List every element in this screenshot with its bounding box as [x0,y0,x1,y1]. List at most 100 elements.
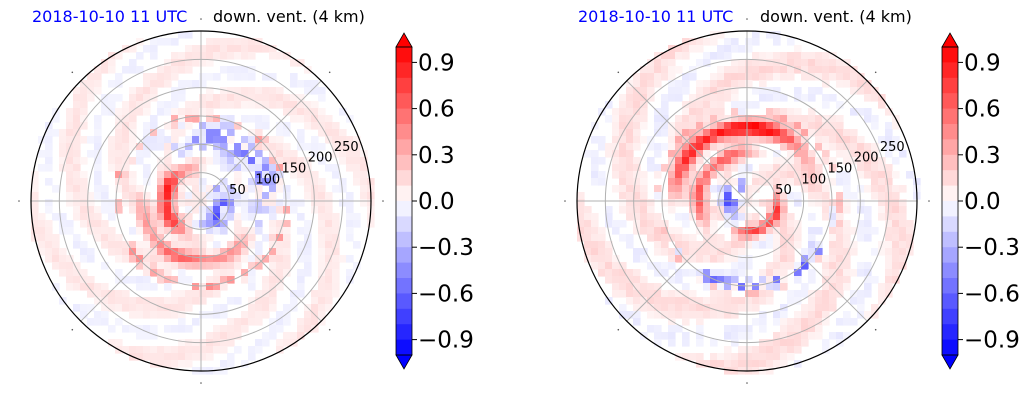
heatmap-cell [801,185,809,193]
heatmap-cell [318,87,326,95]
heatmap-cell [52,129,60,137]
heatmap-cell [773,122,781,130]
heatmap-cell [178,31,186,39]
colorbar-segment [942,216,958,233]
heatmap-cell [682,129,690,137]
heatmap-cell [227,325,235,333]
heatmap-cell [689,45,697,53]
heatmap-cell [157,248,165,256]
heatmap-cell [640,178,648,186]
heatmap-cell [710,241,718,249]
heatmap-cell [129,136,137,144]
heatmap-cell [717,52,725,60]
heatmap-cell [745,164,753,172]
heatmap-cell [171,290,179,298]
heatmap-cell [654,325,662,333]
heatmap-cell [297,276,305,284]
heatmap-cell [668,262,676,270]
heatmap-cell [773,171,781,179]
heatmap-cell [234,38,242,46]
heatmap-cell [101,290,109,298]
heatmap-cell [801,178,809,186]
heatmap-cell [591,164,599,172]
heatmap-cell [689,185,697,193]
heatmap-cell [360,178,368,186]
heatmap-cell [668,325,676,333]
heatmap-cell [318,94,326,102]
heatmap-cell [703,101,711,109]
colorbar-tick-label: −0.6 [418,281,474,307]
heatmap-cell [829,199,837,207]
heatmap-cell [724,367,732,375]
heatmap-cell [213,129,221,137]
colorbar-segment [396,139,412,156]
heatmap-cell [171,297,179,305]
heatmap-cell [808,241,816,249]
heatmap-cell [710,143,718,151]
heatmap-cell [332,220,340,228]
heatmap-cell [843,136,851,144]
heatmap-cell [843,227,851,235]
heatmap-cell [696,199,704,207]
heatmap-cell [787,255,795,263]
heatmap-cell [773,108,781,116]
colorbar-segment [396,108,412,125]
heatmap-cell [178,94,186,102]
heatmap-cell [675,185,683,193]
heatmap-cell [297,290,305,298]
heatmap-cell [276,129,284,137]
heatmap-cell [598,234,606,242]
heatmap-cell [269,101,277,109]
heatmap-cell [283,157,291,165]
heatmap-cell [787,108,795,116]
heatmap-cell [185,192,193,200]
heatmap-cell [822,115,830,123]
heatmap-cell [52,115,60,123]
heatmap-cell [66,220,74,228]
heatmap-cell [241,234,249,242]
heatmap-cell [283,101,291,109]
heatmap-cell [752,59,760,67]
heatmap-cell [255,290,263,298]
heatmap-cell [850,129,858,137]
heatmap-cell [738,73,746,81]
heatmap-cell [850,136,858,144]
heatmap-cell [766,213,774,221]
heatmap-cell [619,192,627,200]
heatmap-cell [115,164,123,172]
heatmap-cell [787,353,795,361]
heatmap-cell [724,283,732,291]
heatmap-cell [255,87,263,95]
heatmap-cell [822,255,830,263]
heatmap-cell [206,276,214,284]
heatmap-cell [633,157,641,165]
heatmap-cell [262,332,270,340]
heatmap-cell [780,283,788,291]
heatmap-cell [843,332,851,340]
heatmap-cell [157,38,165,46]
heatmap-cell [612,150,620,158]
heatmap-cell [94,164,102,172]
heatmap-cell [164,150,172,158]
heatmap-cell [192,248,200,256]
heatmap-cell [87,290,95,298]
heatmap-cell [780,73,788,81]
heatmap-cell [143,311,151,319]
heatmap-cell [73,241,81,249]
heatmap-cell [780,206,788,214]
heatmap-cell [199,73,207,81]
heatmap-cell [808,255,816,263]
heatmap-cell [297,227,305,235]
heatmap-cell [633,192,641,200]
heatmap-cell [633,283,641,291]
heatmap-cell [899,227,907,235]
heatmap-cell [654,283,662,291]
heatmap-cell [668,297,676,305]
polar-grid [31,31,371,371]
heatmap-cell [283,129,291,137]
heatmap-cell [213,311,221,319]
heatmap-cell [647,80,655,88]
heatmap-cell [290,171,298,179]
heatmap-cell [262,73,270,81]
heatmap-cell [87,94,95,102]
